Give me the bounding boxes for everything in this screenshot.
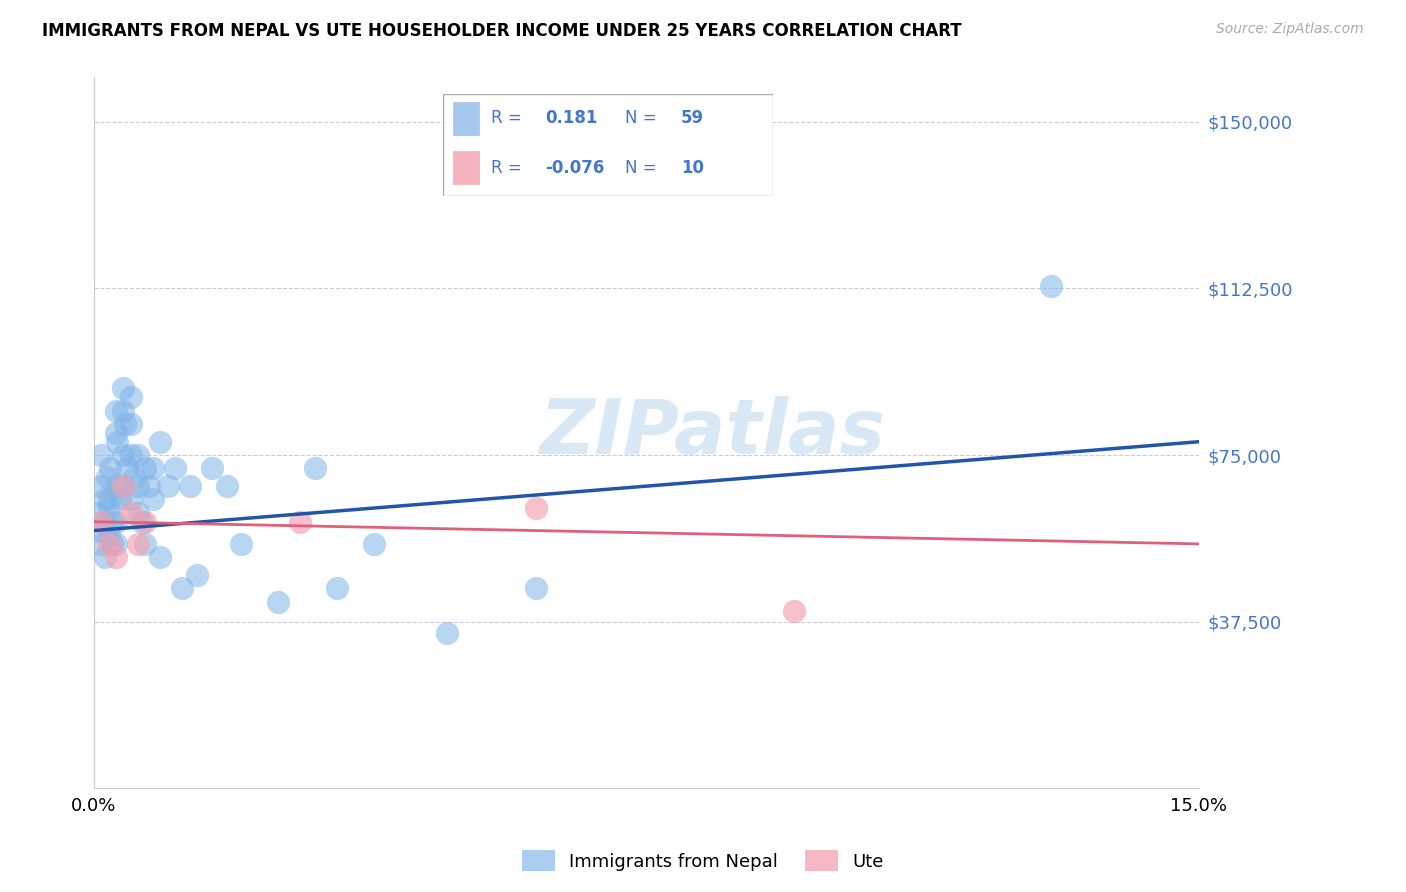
Point	[91, 515, 114, 529]
Point	[326, 582, 349, 596]
Point	[89, 524, 111, 538]
Point	[134, 537, 156, 551]
Point	[120, 417, 142, 431]
Point	[363, 537, 385, 551]
Point	[97, 537, 120, 551]
Point	[138, 479, 160, 493]
Point	[101, 537, 124, 551]
Point	[86, 506, 108, 520]
Point	[231, 537, 253, 551]
Point	[304, 461, 326, 475]
Point	[524, 582, 547, 596]
Point	[267, 594, 290, 608]
Point	[782, 603, 804, 617]
Point	[97, 492, 120, 507]
Text: Source: ZipAtlas.com: Source: ZipAtlas.com	[1216, 22, 1364, 37]
Text: R =: R =	[491, 159, 522, 177]
Point	[149, 550, 172, 565]
Point	[97, 528, 120, 542]
Point	[112, 403, 135, 417]
Text: ZIPatlas: ZIPatlas	[540, 396, 886, 470]
Point	[112, 381, 135, 395]
Point	[124, 470, 146, 484]
Point	[105, 537, 128, 551]
Text: 10: 10	[681, 159, 704, 177]
Point	[172, 582, 194, 596]
Point	[127, 479, 149, 493]
Point	[215, 479, 238, 493]
Text: -0.076: -0.076	[546, 159, 605, 177]
Point	[156, 479, 179, 493]
Point	[127, 537, 149, 551]
Point	[105, 550, 128, 565]
Text: N =: N =	[624, 159, 657, 177]
Text: IMMIGRANTS FROM NEPAL VS UTE HOUSEHOLDER INCOME UNDER 25 YEARS CORRELATION CHART: IMMIGRANTS FROM NEPAL VS UTE HOUSEHOLDER…	[42, 22, 962, 40]
Point	[90, 515, 112, 529]
Point	[105, 425, 128, 440]
Legend: Immigrants from Nepal, Ute: Immigrants from Nepal, Ute	[515, 843, 891, 879]
Point	[90, 479, 112, 493]
Point	[94, 550, 117, 565]
Point	[98, 461, 121, 475]
Point	[127, 506, 149, 520]
FancyBboxPatch shape	[443, 94, 773, 196]
Point	[134, 461, 156, 475]
Point	[96, 470, 118, 484]
Point	[108, 492, 131, 507]
Point	[120, 448, 142, 462]
Point	[112, 479, 135, 493]
Point	[115, 461, 138, 475]
Point	[201, 461, 224, 475]
Point	[105, 515, 128, 529]
Point	[142, 492, 165, 507]
Point	[120, 390, 142, 404]
Point	[90, 537, 112, 551]
Text: N =: N =	[624, 110, 657, 128]
Point	[112, 479, 135, 493]
Point	[131, 515, 153, 529]
Point	[163, 461, 186, 475]
Text: 59: 59	[681, 110, 704, 128]
Point	[186, 568, 208, 582]
Point	[112, 448, 135, 462]
Point	[105, 479, 128, 493]
Point	[90, 448, 112, 462]
Point	[105, 403, 128, 417]
Point	[524, 501, 547, 516]
Point	[436, 625, 458, 640]
Point	[94, 492, 117, 507]
Bar	[453, 102, 479, 135]
Point	[288, 515, 311, 529]
Point	[120, 506, 142, 520]
Point	[149, 434, 172, 449]
Point	[97, 501, 120, 516]
Point	[1040, 279, 1063, 293]
Text: 0.181: 0.181	[546, 110, 598, 128]
Text: R =: R =	[491, 110, 522, 128]
Point	[142, 461, 165, 475]
Point	[107, 434, 129, 449]
Point	[179, 479, 201, 493]
Bar	[453, 151, 479, 184]
Point	[114, 417, 136, 431]
Point	[127, 448, 149, 462]
Point	[101, 515, 124, 529]
Point	[120, 492, 142, 507]
Point	[134, 515, 156, 529]
